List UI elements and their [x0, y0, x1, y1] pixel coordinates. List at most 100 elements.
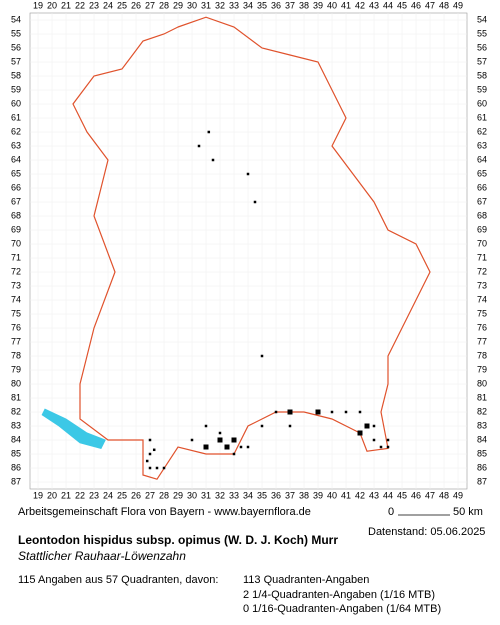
row-label: 67: [11, 196, 21, 206]
column-label: 39: [313, 490, 323, 500]
column-label: 31: [201, 490, 211, 500]
column-label: 35: [257, 0, 267, 10]
column-label: 43: [369, 0, 379, 10]
count: 0 1/16-Quadranten-Angaben (1/64 MTB): [243, 603, 441, 615]
column-label: 49: [453, 0, 463, 10]
occurrence-dot: [190, 438, 194, 442]
column-label: 29: [173, 490, 183, 500]
row-label: 71: [477, 252, 487, 262]
row-label: 81: [477, 392, 487, 402]
column-label: 40: [327, 0, 337, 10]
row-label: 57: [477, 56, 487, 66]
row-label: 69: [11, 224, 21, 234]
grid: [30, 13, 467, 489]
row-label: 86: [11, 462, 21, 472]
occurrence-square: [315, 409, 321, 415]
row-label: 73: [11, 280, 21, 290]
row-label: 66: [477, 182, 487, 192]
row-label: 73: [477, 280, 487, 290]
row-label: 64: [11, 154, 21, 164]
occurrence-dot: [246, 172, 250, 176]
column-label: 20: [47, 0, 57, 10]
row-label: 54: [477, 14, 487, 24]
column-label: 19: [33, 0, 43, 10]
column-label: 28: [159, 490, 169, 500]
occurrence-square: [203, 444, 209, 450]
row-label: 77: [11, 336, 21, 346]
row-label: 61: [477, 112, 487, 122]
row-label: 59: [11, 84, 21, 94]
column-label: 27: [145, 0, 155, 10]
row-label: 56: [477, 42, 487, 52]
scale-start: 0: [388, 506, 394, 518]
count: 2 1/4-Quadranten-Angaben (1/16 MTB): [243, 589, 435, 601]
column-label: 35: [257, 490, 267, 500]
column-label: 45: [397, 0, 407, 10]
row-label: 62: [11, 126, 21, 136]
row-label: 64: [477, 154, 487, 164]
occurrence-dot: [372, 424, 376, 428]
column-label: 33: [229, 490, 239, 500]
column-label: 36: [271, 0, 281, 10]
row-label: 67: [477, 196, 487, 206]
species-title: Leontodon hispidus subsp. opimus (W. D. …: [18, 533, 338, 547]
occurrence-square: [231, 437, 237, 443]
column-label: 27: [145, 490, 155, 500]
row-label: 60: [477, 98, 487, 108]
map-frame: [29, 12, 468, 490]
column-label: 43: [369, 490, 379, 500]
occurrence-dot: [386, 438, 390, 442]
column-label: 21: [61, 0, 71, 10]
column-label: 26: [131, 0, 141, 10]
row-label: 63: [11, 140, 21, 150]
occurrence-dot: [211, 158, 215, 162]
occurrence-square: [357, 430, 363, 436]
row-label: 68: [11, 210, 21, 220]
row-label: 74: [477, 294, 487, 304]
row-label: 77: [477, 336, 487, 346]
column-label: 46: [411, 0, 421, 10]
occurrence-dot: [148, 466, 152, 470]
row-label: 83: [477, 420, 487, 430]
occurrence-dot: [274, 410, 278, 414]
column-label: 31: [201, 0, 211, 10]
column-label: 47: [425, 0, 435, 10]
column-label: 25: [117, 0, 127, 10]
row-label: 70: [11, 238, 21, 248]
row-label: 60: [11, 98, 21, 108]
column-label: 24: [103, 0, 113, 10]
row-label: 55: [477, 28, 487, 38]
row-label: 87: [11, 476, 21, 486]
occurrence-dot: [207, 130, 211, 134]
row-label: 82: [477, 406, 487, 416]
column-label: 22: [75, 0, 85, 10]
row-label: 79: [11, 364, 21, 374]
column-label: 38: [299, 490, 309, 500]
row-label: 84: [11, 434, 21, 444]
row-label: 55: [11, 28, 21, 38]
row-label: 69: [477, 224, 487, 234]
occurrence-dot: [344, 410, 348, 414]
occurrence-dot: [148, 452, 152, 456]
column-label: 26: [131, 490, 141, 500]
column-label: 32: [215, 0, 225, 10]
row-label: 82: [11, 406, 21, 416]
row-label: 62: [477, 126, 487, 136]
column-label: 48: [439, 490, 449, 500]
row-label: 68: [477, 210, 487, 220]
occurrence-square: [364, 423, 370, 429]
row-label: 71: [11, 252, 21, 262]
occurrence-dot: [148, 438, 152, 442]
row-label: 80: [11, 378, 21, 388]
occurrence-dot: [155, 466, 159, 470]
row-label: 80: [477, 378, 487, 388]
occurrence-dot: [379, 445, 383, 449]
column-label: 25: [117, 490, 127, 500]
row-label: 59: [477, 84, 487, 94]
column-label: 22: [75, 490, 85, 500]
row-label: 61: [11, 112, 21, 122]
column-label: 34: [243, 490, 253, 500]
occurrence-dot: [197, 144, 201, 148]
bavaria-outline: [72, 16, 431, 480]
occurrence-square: [287, 409, 293, 415]
